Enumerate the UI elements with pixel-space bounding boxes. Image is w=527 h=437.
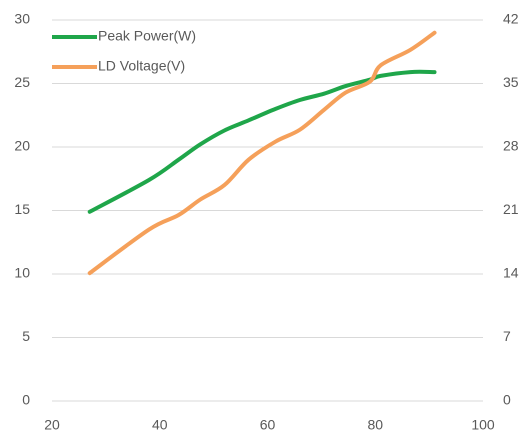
x-tick-label: 20 — [44, 417, 60, 433]
series-line — [87, 69, 437, 214]
y-tick-label: 25 — [14, 74, 30, 90]
x-tick-label: 80 — [367, 417, 383, 433]
x-tick-label: 60 — [260, 417, 276, 433]
y2-tick-label: 42 — [503, 11, 519, 27]
y2-tick-label: 14 — [503, 265, 519, 281]
y-tick-label: 10 — [14, 265, 30, 281]
y-tick-label: 5 — [22, 328, 30, 344]
y-tick-label: 20 — [14, 138, 30, 154]
y2-tick-label: 7 — [503, 328, 511, 344]
y-tick-label: 15 — [14, 201, 30, 217]
legend-label: LD Voltage(V) — [98, 58, 185, 74]
y2-tick-label: 28 — [503, 138, 519, 154]
series-line — [87, 30, 437, 276]
y2-tick-label: 21 — [503, 201, 519, 217]
x-tick-label: 40 — [152, 417, 168, 433]
y-tick-label: 30 — [14, 11, 30, 27]
y2-tick-label: 35 — [503, 74, 519, 90]
y2-tick-label: 0 — [503, 392, 511, 408]
legend-label: Peak Power(W) — [98, 28, 196, 44]
y-tick-label: 0 — [22, 392, 30, 408]
x-tick-label: 100 — [471, 417, 495, 433]
